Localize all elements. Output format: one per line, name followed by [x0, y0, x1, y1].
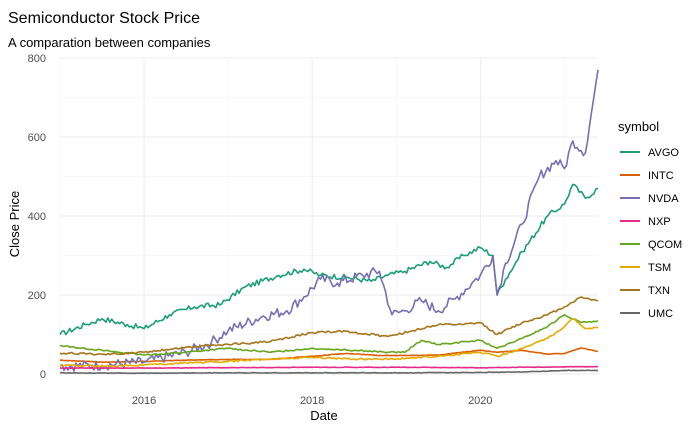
legend-label-tsm: TSM: [648, 262, 671, 274]
legend-label-nxp: NXP: [648, 216, 671, 228]
y-tick-label: 600: [28, 132, 46, 144]
legend-label-avgo: AVGO: [648, 147, 679, 159]
x-tick-label: 2018: [300, 395, 324, 407]
y-tick-label: 0: [40, 369, 46, 381]
legend: symbol AVGO INTC NVDA NXP QCOM TSM TXN UMC: [618, 119, 682, 320]
x-axis-label: Date: [310, 408, 337, 423]
series-line-nxp: [60, 365, 599, 370]
series-line-txn: [59, 296, 599, 356]
y-tick-label: 800: [28, 53, 46, 65]
legend-label-qcom: QCOM: [648, 239, 682, 251]
legend-label-txn: TXN: [648, 285, 670, 297]
series-line-avgo: [59, 183, 599, 336]
legend-label-umc: UMC: [648, 308, 673, 320]
chart-subtitle: A comparation between companies: [8, 35, 211, 50]
legend-label-nvda: NVDA: [648, 193, 679, 205]
plot-area: [59, 57, 599, 375]
series-line-nvda: [59, 69, 599, 372]
y-axis-ticks: 0 200 400 600 800: [28, 53, 46, 381]
x-tick-label: 2016: [132, 395, 156, 407]
y-axis-label: Close Price: [7, 191, 22, 257]
series-line-tsm: [59, 317, 599, 368]
x-tick-label: 2020: [468, 395, 492, 407]
x-axis-ticks: 2016 2018 2020: [132, 395, 493, 407]
legend-items: AVGO INTC NVDA NXP QCOM TSM TXN UMC: [620, 147, 682, 320]
grid: [59, 57, 598, 375]
series-line-intc: [59, 347, 599, 364]
chart-title: Semiconductor Stock Price: [8, 10, 200, 27]
series-line-qcom: [59, 314, 599, 356]
series-line-umc: [59, 369, 599, 375]
y-tick-label: 200: [28, 290, 46, 302]
legend-label-intc: INTC: [648, 170, 674, 182]
series-lines: [59, 69, 599, 375]
y-tick-label: 400: [28, 211, 46, 223]
legend-title: symbol: [618, 119, 659, 134]
